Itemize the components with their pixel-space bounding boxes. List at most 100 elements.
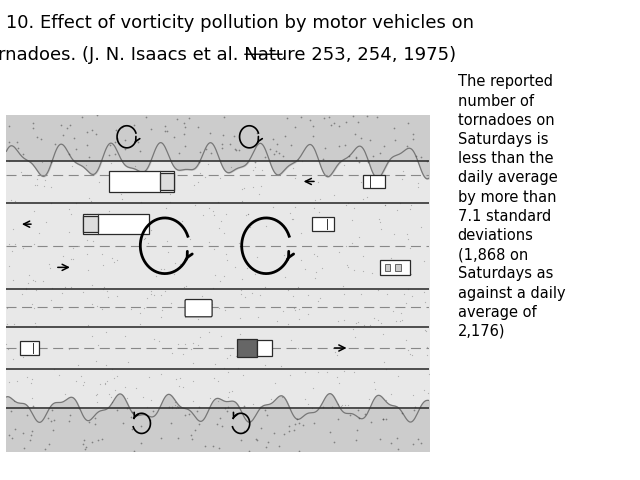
Point: [310, 275, 321, 282]
Point: [252, 436, 262, 444]
Point: [362, 158, 372, 166]
Point: [91, 357, 101, 364]
Point: [81, 444, 91, 451]
Point: [181, 282, 191, 289]
Point: [396, 264, 406, 272]
Point: [8, 225, 19, 232]
Point: [184, 410, 195, 418]
Point: [278, 152, 288, 159]
Point: [209, 245, 220, 253]
Point: [284, 422, 294, 430]
Point: [107, 365, 117, 373]
Point: [300, 368, 310, 376]
Point: [210, 360, 220, 368]
Point: [4, 432, 14, 439]
Point: [339, 161, 349, 169]
Point: [4, 122, 14, 130]
Point: [193, 179, 203, 186]
Point: [3, 346, 13, 353]
Point: [111, 292, 122, 300]
Point: [81, 236, 92, 243]
Point: [92, 390, 102, 398]
Point: [235, 347, 245, 354]
Point: [292, 415, 303, 422]
Point: [120, 332, 130, 340]
Point: [82, 141, 92, 149]
Point: [38, 182, 49, 190]
Point: [313, 369, 323, 376]
Point: [380, 201, 390, 208]
Point: [381, 290, 392, 298]
Point: [97, 251, 108, 258]
Point: [109, 374, 119, 382]
Point: [379, 358, 389, 366]
Point: [193, 341, 204, 349]
Point: [272, 141, 282, 148]
Point: [141, 113, 151, 120]
Point: [189, 181, 199, 189]
Point: [354, 233, 364, 240]
Point: [170, 398, 180, 406]
Point: [93, 436, 103, 444]
Point: [44, 414, 54, 421]
Point: [189, 426, 200, 433]
Point: [260, 360, 270, 368]
Point: [44, 260, 54, 268]
Point: [204, 204, 214, 212]
Point: [28, 276, 38, 284]
Point: [219, 272, 229, 280]
Point: [212, 397, 223, 405]
Point: [386, 390, 396, 398]
Point: [10, 397, 20, 405]
Point: [111, 126, 122, 134]
Point: [193, 123, 203, 131]
Point: [68, 244, 78, 252]
Point: [45, 183, 56, 191]
Point: [408, 440, 418, 448]
Point: [138, 393, 148, 401]
Point: [217, 140, 227, 148]
Point: [248, 183, 259, 191]
Point: [149, 291, 159, 299]
Point: [339, 367, 349, 374]
Point: [396, 310, 406, 317]
Point: [45, 264, 55, 272]
Point: [204, 329, 214, 336]
Point: [362, 193, 372, 201]
Point: [333, 317, 343, 325]
Point: [380, 142, 390, 150]
Point: [235, 314, 245, 322]
Point: [294, 419, 304, 426]
Point: [385, 440, 396, 447]
Point: [378, 331, 388, 338]
Point: [157, 306, 167, 313]
Point: [87, 126, 97, 134]
Point: [312, 252, 322, 260]
Point: [116, 190, 126, 198]
Point: [365, 418, 376, 426]
Point: [309, 204, 319, 212]
Point: [140, 234, 150, 241]
Point: [83, 321, 93, 329]
Point: [170, 401, 180, 409]
Point: [91, 391, 101, 399]
Point: [263, 438, 273, 446]
Point: [102, 287, 113, 295]
Point: [345, 411, 355, 419]
Point: [8, 276, 18, 284]
Point: [364, 395, 374, 402]
Point: [79, 436, 90, 444]
Point: [180, 340, 190, 348]
Point: [327, 403, 337, 411]
Point: [353, 406, 364, 413]
Point: [339, 316, 349, 324]
Point: [186, 431, 196, 439]
Point: [354, 414, 364, 421]
Point: [351, 154, 361, 162]
Point: [65, 211, 76, 218]
Point: [307, 121, 317, 129]
Point: [365, 136, 375, 144]
Point: [79, 378, 89, 385]
Bar: [20, 341, 39, 355]
Point: [405, 244, 415, 252]
